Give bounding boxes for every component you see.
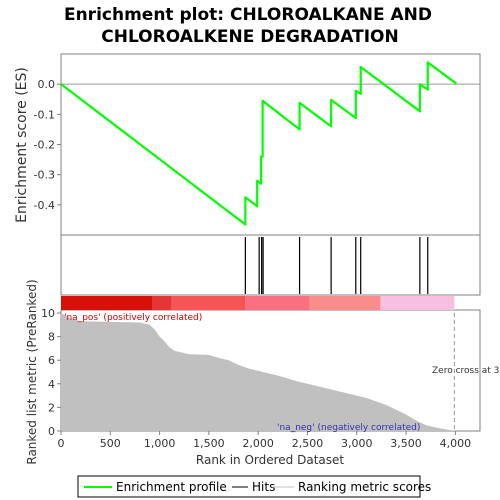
es-ytick-label-3: -0.3 <box>34 169 55 182</box>
pos-correlated-label: 'na_pos' (positively correlated) <box>64 313 202 323</box>
color-bar <box>61 296 455 310</box>
xtick-label-0: 0 <box>58 437 65 450</box>
es-ytick-label-2: -0.2 <box>34 139 55 152</box>
metric-axis-label: Ranked list metric (PreRanked) <box>25 279 39 464</box>
ranking-metric-area <box>61 313 457 431</box>
xtick-label-2: 1,000 <box>144 437 176 450</box>
chart-title-line-1: Enrichment plot: CHLOROALKANE AND <box>64 5 432 25</box>
metric-ytick-label-5: 10 <box>41 307 55 320</box>
xtick-label-4: 2,000 <box>242 437 274 450</box>
color-bar-segment-2 <box>171 296 246 310</box>
ranking-metric-fill <box>61 313 457 431</box>
color-bar-segment-0 <box>61 296 153 310</box>
legend-hits-label: Hits <box>252 480 275 494</box>
metric-ytick-label-4: 8 <box>48 331 55 344</box>
legend-metric-label: Ranking metric scores <box>298 480 431 494</box>
metric-ytick-label-0: 0 <box>48 425 55 438</box>
hit-markers <box>244 237 429 294</box>
enrichment-profile <box>60 61 480 226</box>
xtick-label-6: 3,000 <box>341 437 373 450</box>
neg-correlated-label: 'na_neg' (negatively correlated) <box>277 423 420 433</box>
xtick-label-5: 2,500 <box>292 437 324 450</box>
es-panel-frame <box>60 53 481 236</box>
metric-ytick-label-3: 6 <box>48 354 55 367</box>
enrichment-profile-line <box>60 61 457 226</box>
xtick-label-3: 1,500 <box>193 437 225 450</box>
xtick-label-7: 3,500 <box>390 437 422 450</box>
metric-ytick-label-1: 2 <box>48 401 55 414</box>
es-ytick-label-4: -0.4 <box>34 199 55 212</box>
color-bar-segment-5 <box>380 296 455 310</box>
es-ytick-label-0: 0.0 <box>38 78 56 91</box>
color-bar-segment-4 <box>309 296 381 310</box>
metric-ytick-label-2: 4 <box>48 378 55 391</box>
axes: 0.0 -0.1 -0.2 -0.3 -0.4 0 2 4 6 8 10 0 500 1,000 1,500… <box>34 78 472 450</box>
legend-frame <box>77 475 421 498</box>
color-bar-segment-3 <box>245 296 310 310</box>
xtick-label-8: 4,000 <box>440 437 472 450</box>
zero-cross-label: Zero cross at 3 <box>432 366 499 376</box>
color-bar-segment-1 <box>152 296 172 310</box>
es-ytick-label-1: -0.1 <box>34 108 55 121</box>
legend: Enrichment profile Hits Ranking metric s… <box>77 475 431 498</box>
chart-title-line-2: CHLOROALKENE DEGRADATION <box>101 27 398 47</box>
xtick-label-1: 500 <box>100 437 121 450</box>
legend-enrichment-label: Enrichment profile <box>116 480 227 494</box>
hits-panel-frame <box>60 234 481 296</box>
x-axis-label: Rank in Ordered Dataset <box>196 453 344 467</box>
es-axis-label: Enrichment score (ES) <box>14 67 30 223</box>
